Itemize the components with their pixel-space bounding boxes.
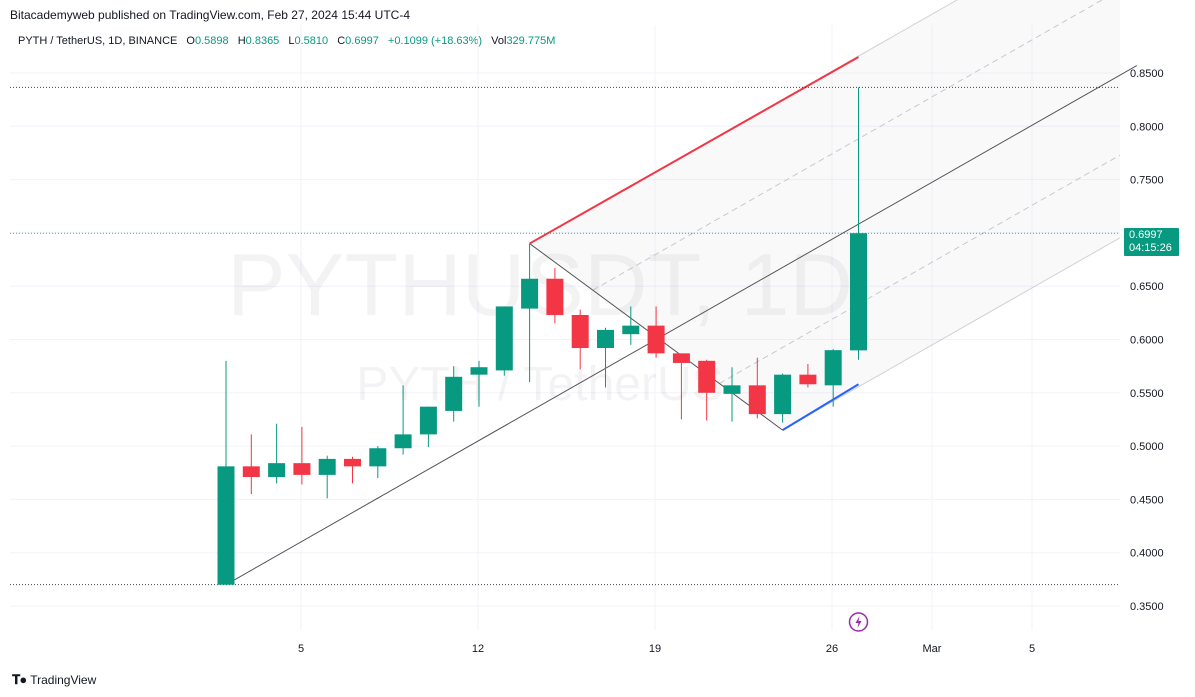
- candle-body[interactable]: [774, 374, 792, 415]
- y-axis-tick-label: 0.4500: [1130, 494, 1164, 506]
- x-axis-tick-label: 5: [298, 643, 304, 655]
- y-axis-tick-label: 0.3500: [1130, 601, 1164, 613]
- pitchfork-quarter-line: [592, 0, 1103, 291]
- last-price-value: 0.6997: [1129, 229, 1163, 241]
- y-axis-tick-label: 0.7500: [1130, 175, 1164, 187]
- lightning-glyph-icon: [855, 616, 862, 628]
- close-label: C: [337, 35, 346, 47]
- last-price-tag: 0.6997 04:15:26: [1124, 228, 1179, 256]
- candle-body[interactable]: [546, 278, 564, 315]
- y-axis-tick-label: 0.5500: [1130, 388, 1164, 400]
- volume-label: Vol: [491, 35, 507, 47]
- open-label: O: [186, 35, 195, 47]
- pitchfork-fill: [529, 0, 1120, 431]
- candle-body[interactable]: [824, 350, 842, 386]
- y-axis-tick-label: 0.8500: [1130, 68, 1164, 80]
- y-axis-tick-label: 0.5000: [1130, 441, 1164, 453]
- candle-body[interactable]: [369, 448, 387, 467]
- footer-brand[interactable]: 𝐓● TradingView: [12, 672, 96, 688]
- pitchfork-median-line: [225, 65, 1138, 586]
- countdown-timer: 04:15:26: [1129, 242, 1172, 254]
- tradingview-logo-icon: 𝐓●: [12, 672, 27, 687]
- x-axis-tick-label: 26: [826, 643, 838, 655]
- high-label: H: [237, 35, 246, 47]
- y-axis-tick-label: 0.4000: [1130, 548, 1164, 560]
- candle-body[interactable]: [419, 406, 437, 435]
- x-axis-tick-label: 5: [1029, 643, 1035, 655]
- candle-body[interactable]: [622, 325, 640, 335]
- volume-value: 329.775M: [506, 35, 556, 47]
- publisher-line: Bitacademyweb published on TradingView.c…: [10, 8, 411, 22]
- open-value: 0.5898: [194, 35, 229, 47]
- candle-body[interactable]: [597, 329, 614, 349]
- y-axis-tick-label: 0.6500: [1130, 281, 1164, 293]
- candle-body[interactable]: [394, 434, 412, 449]
- x-axis-tick-label: 19: [649, 643, 661, 655]
- candle-body[interactable]: [470, 367, 488, 375]
- footer-brand-label: TradingView: [30, 673, 97, 687]
- high-value: 0.8365: [245, 35, 280, 47]
- pitchfork-quarter-line: [719, 154, 1121, 384]
- candle-body[interactable]: [698, 360, 716, 393]
- watermark-name: PYTH / TetherUS: [356, 358, 723, 411]
- candle-body[interactable]: [571, 314, 589, 349]
- candle-body[interactable]: [445, 376, 463, 411]
- pitchfork-lower-line[interactable]: [782, 383, 860, 431]
- symbol-legend: PYTH / TetherUS, 1D, BINANCE O0.5898 H0.…: [18, 35, 555, 47]
- y-axis-tick-label: 0.8000: [1130, 121, 1164, 133]
- candle-body[interactable]: [521, 278, 539, 309]
- pitchfork-upper-line[interactable]: [529, 56, 859, 245]
- change-value: +0.1099 (+18.63%): [387, 35, 483, 47]
- candle-body[interactable]: [217, 466, 235, 585]
- close-value: 0.6997: [345, 35, 379, 47]
- candle-body[interactable]: [268, 463, 286, 478]
- symbol-name[interactable]: PYTH / TetherUS, 1D, BINANCE: [18, 35, 178, 47]
- candle-body[interactable]: [344, 458, 361, 467]
- candle-body[interactable]: [723, 385, 741, 394]
- candle-body[interactable]: [318, 458, 336, 475]
- candle-body[interactable]: [495, 306, 513, 371]
- candle-body[interactable]: [748, 385, 766, 415]
- candle-body[interactable]: [799, 374, 817, 385]
- candle-body[interactable]: [850, 233, 867, 351]
- y-axis-tick-label: 0.6000: [1130, 335, 1164, 347]
- candle-body[interactable]: [293, 463, 311, 475]
- low-value: 0.5810: [294, 35, 329, 47]
- candle-body[interactable]: [672, 353, 690, 363]
- x-axis-tick-label: Mar: [923, 643, 942, 655]
- low-label: L: [288, 35, 295, 47]
- x-axis-tick-label: 12: [472, 643, 484, 655]
- candle-body[interactable]: [647, 325, 665, 354]
- pitchfork-lower-extension: [782, 237, 1121, 431]
- candle-body[interactable]: [242, 466, 260, 478]
